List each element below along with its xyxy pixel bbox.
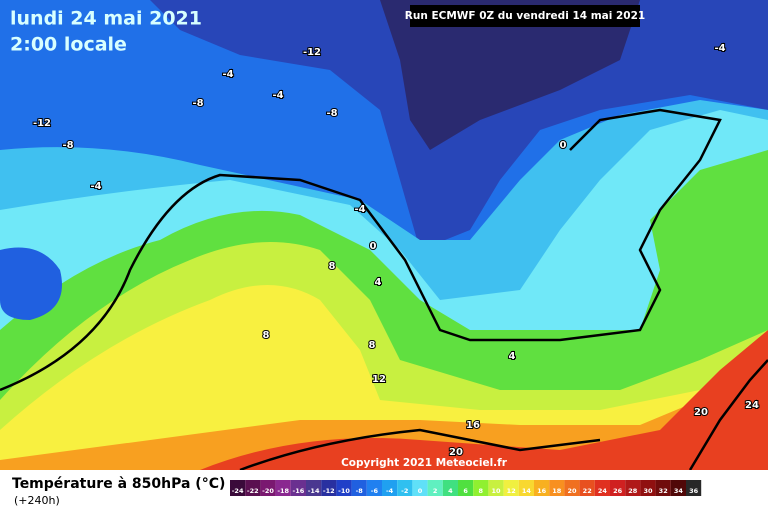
legend-tick: 26 [613,487,623,495]
legend-swatch [351,480,367,496]
contour-label: 4 [375,277,382,288]
legend-tick: 34 [674,487,684,495]
legend-tick: -22 [247,487,259,495]
legend-swatch [397,480,413,496]
legend-tick: 28 [628,487,638,495]
legend-swatch [518,480,534,496]
contour-label: 0 [560,140,567,151]
legend-swatch [625,480,641,496]
legend-swatch [564,480,580,496]
legend-swatch [290,480,306,496]
legend-swatch [670,480,686,496]
legend-swatch [412,480,428,496]
contour-label: -12 [33,118,51,129]
legend-tick: 22 [583,487,592,495]
legend-tick: 14 [522,487,532,495]
legend-swatch [473,480,489,496]
legend-tick: 18 [552,487,562,495]
legend-swatch [336,480,352,496]
legend-tick: -6 [371,487,379,495]
legend-swatch [382,480,398,496]
legend-tick: 30 [643,487,653,495]
legend-tick: 0 [418,487,423,495]
contour-label: -8 [326,108,337,119]
field-yellow [0,285,768,470]
legend-swatch [306,480,322,496]
legend-tick: 2 [433,487,438,495]
contour-label: 20 [449,447,463,458]
contour-label: -12 [303,47,321,58]
legend-tick: 36 [689,487,699,495]
legend-tick: -10 [338,487,350,495]
contour-label: 4 [509,351,516,362]
copyright: Copyright 2021 Meteociel.fr [341,457,508,469]
map-date: lundi 24 mai 2021 [10,8,202,30]
contour-label: 16 [466,420,480,431]
isotherm-line [688,359,768,471]
contour-label: -4 [90,181,101,192]
legend-tick: 16 [537,487,547,495]
contour-label: 20 [694,407,708,418]
legend-tick: -18 [277,487,289,495]
legend-swatch [245,480,261,496]
field-red [200,330,768,470]
field-blue-patch [0,247,62,320]
legend-tick: 12 [507,487,516,495]
legend-tick: 8 [479,487,484,495]
contour-label: -4 [272,90,283,101]
contour-label: 8 [329,261,336,272]
legend-tick: -2 [401,487,408,495]
legend-swatch [275,480,291,496]
legend-swatch [655,480,671,496]
legend-swatch [260,480,276,496]
legend-tick: 6 [463,487,468,495]
contour-label: 0 [370,241,377,252]
legend-tick: 20 [567,487,577,495]
legend-tick: 4 [448,487,453,495]
legend-tick: 24 [598,487,608,495]
legend-swatch [594,480,610,496]
contour-label: -8 [62,140,73,151]
legend-swatch [366,480,382,496]
legend-swatch [503,480,519,496]
contour-label: 8 [369,340,376,351]
legend-tick: -14 [308,487,320,495]
legend-tick: -4 [386,487,394,495]
contour-label: -4 [354,204,365,215]
legend-tick: -16 [293,487,305,495]
legend-title: Température à 850hPa (°C) [12,476,225,492]
map-time: 2:00 locale [10,34,127,56]
legend-swatch [610,480,626,496]
contour-label: 24 [745,400,759,411]
contour-label: -8 [192,98,203,109]
legend-swatch [534,480,550,496]
legend-swatch [321,480,337,496]
legend-tick: -24 [232,487,244,495]
legend-swatch [427,480,443,496]
legend-tick: -12 [323,487,335,495]
legend-swatch [488,480,504,496]
legend-tick: 32 [659,487,668,495]
run-label: Run ECMWF 0Z du vendredi 14 mai 2021 [405,10,645,22]
legend-swatch [549,480,565,496]
run-box [410,5,640,27]
legend-tick: -20 [262,487,274,495]
legend-swatch [640,480,656,496]
isotherm-line [239,428,601,472]
legend-swatch [230,480,246,496]
contour-label: -4 [222,69,233,80]
contour-label: 8 [263,330,270,341]
legend-swatch [442,480,458,496]
legend-tick: -8 [356,487,364,495]
legend-swatch [458,480,474,496]
legend-tick: 10 [491,487,501,495]
contour-label: -4 [714,43,725,54]
isotherm-line [0,108,722,392]
legend-lead: (+240h) [14,494,60,507]
legend-swatch [686,480,702,496]
field-navy [380,0,640,150]
contour-label: 12 [372,374,386,385]
legend-swatch [579,480,595,496]
